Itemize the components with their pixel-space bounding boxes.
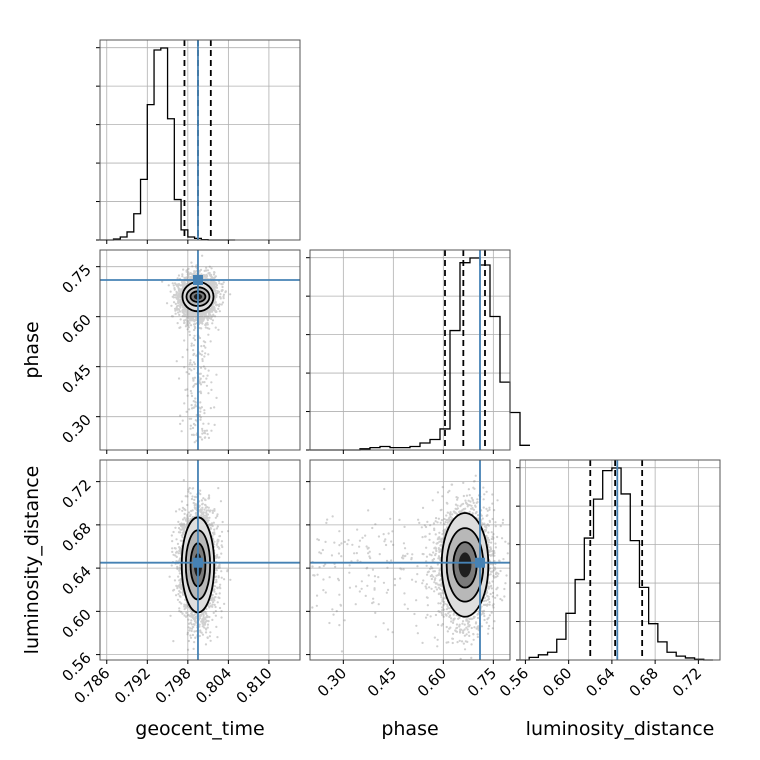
y-axis-label-luminosity_distance: luminosity_distance [21,466,43,655]
x-axis-label-phase: phase [381,718,438,740]
panel-content [310,460,510,660]
density-core [458,552,472,578]
y-tick-label-luminosity_distance: 0.68 [58,519,94,555]
hist-step-geocent_time [100,47,236,241]
panel-frame [309,459,511,661]
y-tick-label-luminosity_distance: 0.64 [58,562,94,598]
y-axis-label-phase: phase [21,321,43,378]
x-tick-label-phase: 0.45 [364,664,400,700]
panel-frame [519,459,721,661]
hist-panel-phase [306,249,530,454]
truth-marker [192,557,203,568]
x-axis-label-geocent_time: geocent_time [135,718,264,740]
panel-frame [309,249,511,451]
hist-panel-luminosity_distance [516,459,721,664]
y-tick-label-luminosity_distance: 0.60 [58,605,94,641]
y-tick-label-phase: 0.45 [58,361,94,397]
panel-frame [99,39,301,241]
y-tick-label-phase: 0.60 [58,311,94,347]
scatter-panel-geocent_time-luminosity_distance [96,459,301,664]
x-tick-label-luminosity_distance: 0.60 [539,664,575,700]
x-tick-label-geocent_time: 0.810 [233,664,276,707]
panel-frame [99,249,301,451]
x-tick-label-luminosity_distance: 0.56 [496,664,532,700]
x-tick-label-geocent_time: 0.792 [111,664,154,707]
x-axis-label-luminosity_distance: luminosity_distance [526,718,715,740]
panel-frame [99,459,301,661]
x-tick-label-phase: 0.30 [314,664,350,700]
x-tick-label-geocent_time: 0.798 [152,664,195,707]
hist-step-phase [310,257,530,451]
y-tick-label-luminosity_distance: 0.72 [58,476,94,512]
panel-content [100,460,300,660]
x-tick-label-phase: 0.75 [464,664,500,700]
y-tick-label-phase: 0.30 [58,411,94,447]
x-tick-label-luminosity_distance: 0.64 [582,664,618,700]
hist-panel-geocent_time [96,39,301,244]
scatter-panel-geocent_time-phase [96,249,301,454]
truth-marker [192,275,203,285]
x-tick-label-luminosity_distance: 0.72 [669,664,705,700]
truth-marker [475,557,485,568]
scatter-panel-phase-luminosity_distance [306,459,511,664]
panel-content [100,250,300,450]
y-tick-label-phase: 0.75 [58,261,94,297]
x-tick-label-luminosity_distance: 0.68 [626,664,662,700]
x-tick-label-geocent_time: 0.804 [192,664,235,707]
x-tick-label-phase: 0.60 [414,664,450,700]
